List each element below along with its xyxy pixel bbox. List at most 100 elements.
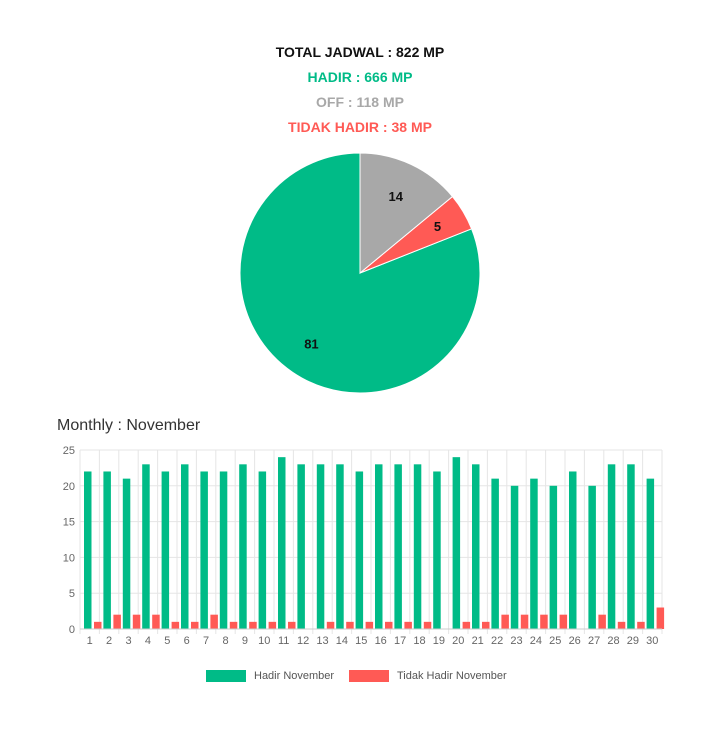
pie-slice-label-81: 81: [304, 336, 318, 351]
bar-hadir-5[interactable]: [161, 471, 170, 629]
y-tick-label-25: 25: [63, 445, 75, 457]
bar-tidak-hadir-22[interactable]: [501, 614, 509, 629]
bar-tidak-hadir-3[interactable]: [132, 614, 141, 629]
bar-hadir-4[interactable]: [142, 464, 150, 629]
x-tick-label-14: 14: [336, 635, 348, 647]
pie-slice-81[interactable]: [239, 152, 481, 394]
x-tick-label-16: 16: [375, 635, 387, 647]
bar-hadir-17[interactable]: [394, 464, 402, 629]
bar-hadir-6[interactable]: [181, 464, 189, 629]
bar-hadir-13[interactable]: [316, 464, 325, 629]
bar-tidak-hadir-28[interactable]: [617, 621, 626, 629]
x-tick-label-18: 18: [413, 635, 425, 647]
x-tick-label-23: 23: [510, 635, 522, 647]
bar-hadir-7[interactable]: [200, 471, 208, 629]
bar-hadir-9[interactable]: [239, 464, 247, 629]
bar-tidak-hadir-16[interactable]: [385, 621, 393, 629]
bar-hadir-18[interactable]: [413, 464, 422, 629]
bar-tidak-hadir-24[interactable]: [540, 614, 548, 629]
x-tick-label-26: 26: [569, 635, 581, 647]
bar-tidak-hadir-18[interactable]: [423, 621, 432, 629]
bar-tidak-hadir-1[interactable]: [94, 621, 102, 629]
bar-tidak-hadir-7[interactable]: [210, 614, 218, 629]
bar-tidak-hadir-23[interactable]: [520, 614, 529, 629]
bar-tidak-hadir-15[interactable]: [365, 621, 374, 629]
bar-hadir-24[interactable]: [530, 478, 538, 629]
bar-tidak-hadir-30[interactable]: [656, 607, 665, 629]
x-tick-label-3: 3: [125, 635, 131, 647]
x-tick-label-8: 8: [222, 635, 228, 647]
bar-hadir-1[interactable]: [84, 471, 92, 629]
present-count-label: HADIR : 666 MP: [307, 69, 413, 85]
x-tick-label-6: 6: [184, 635, 190, 647]
bar-hadir-28[interactable]: [607, 464, 616, 629]
bar-hadir-21[interactable]: [472, 464, 480, 629]
legend-swatch-hadir: [206, 670, 246, 682]
bar-tidak-hadir-13[interactable]: [326, 621, 335, 629]
x-tick-label-19: 19: [433, 635, 445, 647]
bar-tidak-hadir-6[interactable]: [191, 621, 199, 629]
x-tick-label-15: 15: [355, 635, 367, 647]
legend-item-tidak-hadir[interactable]: Tidak Hadir November: [349, 670, 507, 682]
bar-hadir-14[interactable]: [336, 464, 344, 629]
bar-hadir-11[interactable]: [278, 457, 286, 629]
bar-hadir-2[interactable]: [103, 471, 111, 629]
x-tick-label-22: 22: [491, 635, 503, 647]
bar-tidak-hadir-10[interactable]: [268, 621, 277, 629]
bar-tidak-hadir-21[interactable]: [482, 621, 490, 629]
x-tick-label-13: 13: [316, 635, 328, 647]
bar-hadir-3[interactable]: [122, 478, 131, 629]
bar-hadir-22[interactable]: [491, 478, 499, 629]
bar-hadir-23[interactable]: [510, 485, 519, 629]
bar-hadir-8[interactable]: [219, 471, 228, 629]
total-schedule-label: TOTAL JADWAL : 822 MP: [275, 44, 445, 60]
bar-tidak-hadir-8[interactable]: [229, 621, 238, 629]
bar-hadir-15[interactable]: [355, 471, 364, 629]
bar-tidak-hadir-29[interactable]: [637, 621, 645, 629]
bar-tidak-hadir-20[interactable]: [462, 621, 471, 629]
x-tick-label-28: 28: [607, 635, 619, 647]
bar-tidak-hadir-2[interactable]: [113, 614, 121, 629]
bar-tidak-hadir-11[interactable]: [288, 621, 296, 629]
bar-tidak-hadir-9[interactable]: [249, 621, 257, 629]
bar-hadir-20[interactable]: [452, 457, 461, 629]
x-tick-label-30: 30: [646, 635, 658, 647]
x-tick-label-21: 21: [472, 635, 484, 647]
bar-tidak-hadir-4[interactable]: [152, 614, 160, 629]
bar-hadir-12[interactable]: [297, 464, 305, 629]
bar-hadir-10[interactable]: [258, 471, 267, 629]
y-tick-label-10: 10: [63, 552, 75, 564]
legend-swatch-tidak-hadir: [349, 670, 389, 682]
bar-hadir-19[interactable]: [433, 471, 441, 629]
x-tick-label-9: 9: [242, 635, 248, 647]
x-tick-label-12: 12: [297, 635, 309, 647]
y-tick-label-15: 15: [63, 517, 75, 529]
x-tick-label-20: 20: [452, 635, 464, 647]
bar-tidak-hadir-17[interactable]: [404, 621, 412, 629]
y-tick-label-5: 5: [69, 588, 75, 600]
legend-item-hadir[interactable]: Hadir November: [206, 670, 334, 682]
off-count-label: OFF : 118 MP: [316, 94, 404, 110]
x-tick-label-25: 25: [549, 635, 561, 647]
bar-tidak-hadir-5[interactable]: [171, 621, 180, 629]
x-tick-label-2: 2: [106, 635, 112, 647]
bar-tidak-hadir-27[interactable]: [598, 614, 606, 629]
bar-hadir-26[interactable]: [569, 471, 577, 629]
bar-tidak-hadir-14[interactable]: [346, 621, 354, 629]
bar-hadir-25[interactable]: [549, 485, 558, 629]
bar-hadir-16[interactable]: [375, 464, 383, 629]
x-tick-label-29: 29: [627, 635, 639, 647]
x-tick-label-11: 11: [278, 635, 289, 647]
pie-slice-14[interactable]: [359, 152, 454, 275]
pie-slice-label-5: 5: [434, 219, 441, 234]
legend-label-hadir: Hadir November: [254, 670, 335, 682]
bar-hadir-30[interactable]: [646, 478, 655, 629]
pie-slice-label-14: 14: [389, 189, 404, 204]
x-tick-label-27: 27: [588, 635, 600, 647]
x-tick-label-7: 7: [203, 635, 209, 647]
y-tick-label-0: 0: [69, 624, 75, 636]
absent-count-label: TIDAK HADIR : 38 MP: [288, 119, 432, 135]
bar-hadir-27[interactable]: [588, 485, 596, 629]
bar-hadir-29[interactable]: [627, 464, 635, 629]
bar-tidak-hadir-25[interactable]: [559, 614, 568, 629]
